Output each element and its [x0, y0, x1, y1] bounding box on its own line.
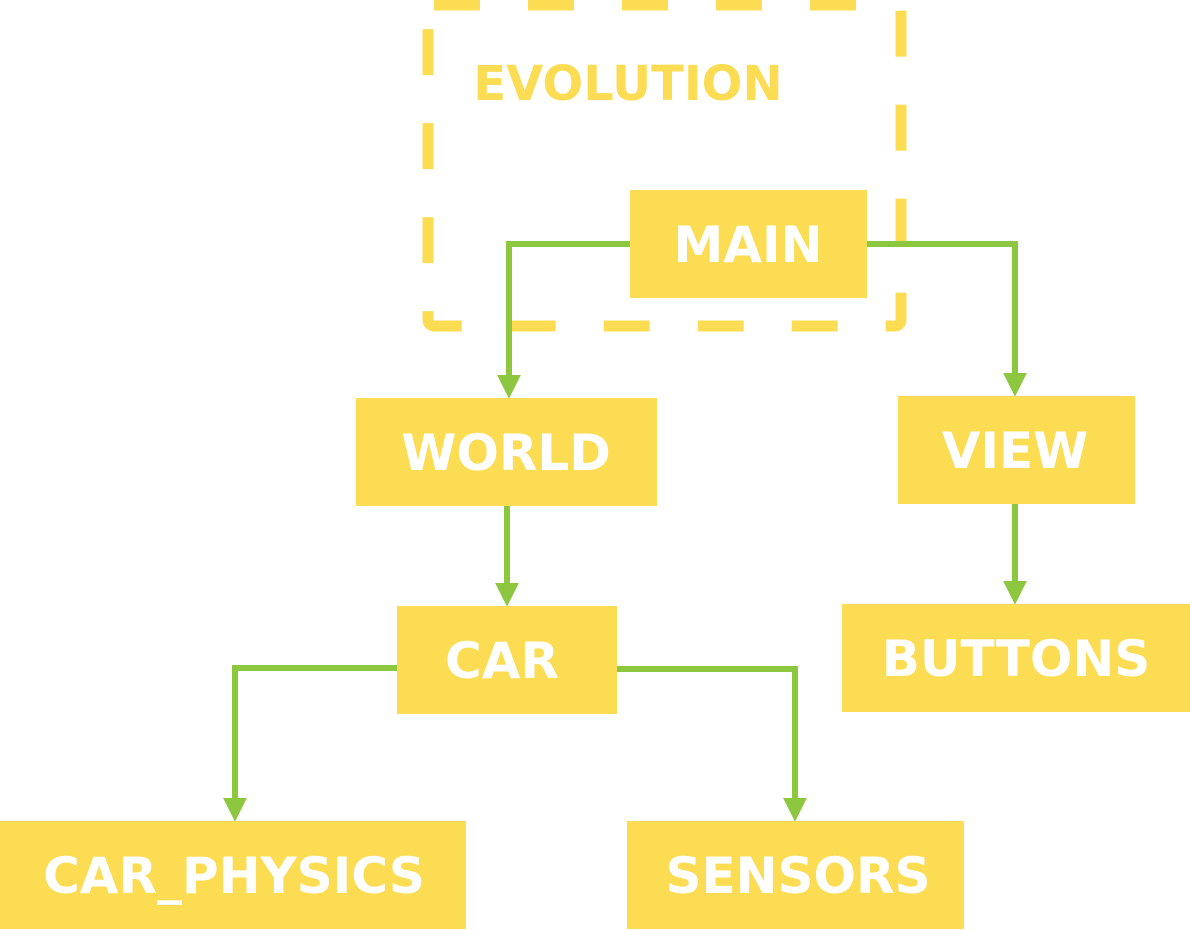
node-view: VIEW — [898, 396, 1135, 504]
node-sensors: SENSORS — [627, 821, 964, 929]
node-world-label: WORLD — [401, 424, 611, 482]
node-car-label: CAR — [445, 632, 559, 690]
node-car-box — [397, 606, 617, 714]
node-car-physics-label: CAR_PHYSICS — [43, 847, 425, 905]
edge-car-to-sensors — [616, 666, 807, 822]
node-buttons-box — [842, 604, 1190, 712]
node-buttons-label: BUTTONS — [882, 630, 1150, 688]
node-buttons: BUTTONS — [842, 604, 1190, 712]
edges — [223, 241, 1027, 822]
node-view-label: VIEW — [942, 422, 1089, 480]
edge-main-to-world — [497, 241, 632, 399]
node-world: WORLD — [356, 398, 657, 506]
node-car-physics-box — [0, 821, 466, 929]
node-car-physics: CAR_PHYSICS — [0, 821, 466, 929]
evolution-group-label: EVOLUTION — [473, 56, 782, 112]
node-main-box — [630, 190, 867, 298]
node-car: CAR — [397, 606, 617, 714]
edge-car-to-car-physics — [223, 665, 398, 822]
node-main: MAIN — [630, 190, 867, 298]
node-view-box — [898, 396, 1135, 504]
node-world-box — [356, 398, 657, 506]
node-sensors-label: SENSORS — [665, 847, 930, 905]
node-main-label: MAIN — [674, 216, 823, 274]
evolution-group-border — [422, 0, 907, 332]
edge-main-to-view — [866, 241, 1027, 397]
node-sensors-box — [627, 821, 964, 929]
